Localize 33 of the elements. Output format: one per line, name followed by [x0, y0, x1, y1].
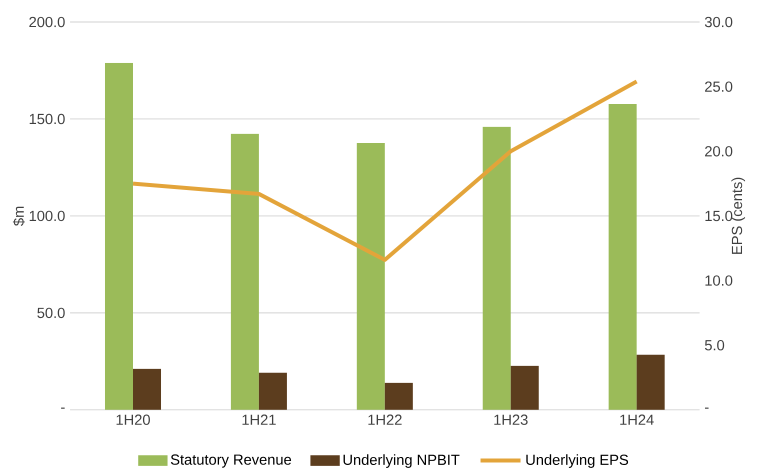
x-tick-label: 1H23 — [494, 414, 528, 425]
y-axis-title: $m — [12, 206, 25, 226]
y2-tick-label: 25.0 — [705, 81, 732, 92]
x-tick-label: 1H22 — [368, 414, 402, 425]
bar — [384, 382, 413, 410]
bar — [133, 368, 162, 410]
y2-axis-title: EPS (cents) — [731, 178, 746, 254]
y-tick-label: 200.0 — [29, 16, 65, 28]
bar — [230, 134, 259, 410]
bar — [608, 104, 637, 410]
line-series — [131, 79, 639, 262]
y-tick-label: 150.0 — [30, 114, 65, 124]
bar — [482, 126, 511, 410]
y-tick-label: - — [61, 407, 65, 409]
y-tick-label: 100.0 — [30, 210, 65, 222]
x-tick-label: 1H20 — [116, 414, 150, 425]
y2-tick-label: 30.0 — [704, 16, 732, 28]
y2-tick-label: 20.0 — [705, 146, 732, 156]
bar — [636, 354, 665, 410]
x-tick-label: 1H24 — [620, 414, 654, 425]
bar — [510, 366, 539, 410]
legend-label: Underlying EPS — [526, 454, 628, 468]
legend-label: Statutory Revenue — [170, 454, 292, 468]
legend-label: Underlying NPBIT — [344, 454, 460, 468]
y2-tick-label: 10.0 — [705, 275, 732, 286]
bar — [258, 372, 287, 410]
y2-tick-label: 15.0 — [705, 210, 732, 222]
y-tick-label: 50.0 — [37, 308, 65, 318]
x-tick-label: 1H21 — [242, 414, 276, 425]
bar — [356, 142, 385, 410]
y2-tick-label: 5.0 — [704, 340, 724, 350]
bar — [104, 62, 133, 410]
y2-tick-label: - — [704, 407, 709, 409]
